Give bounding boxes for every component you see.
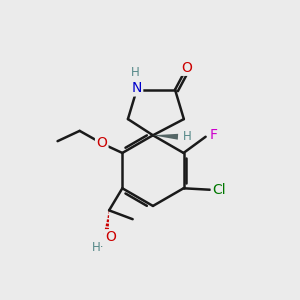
Text: H: H xyxy=(182,130,191,143)
Text: F: F xyxy=(210,128,218,142)
Polygon shape xyxy=(153,134,178,140)
Text: H: H xyxy=(131,66,140,79)
Text: Cl: Cl xyxy=(212,183,226,197)
Text: O: O xyxy=(105,230,116,244)
Text: O: O xyxy=(96,136,107,150)
Text: N: N xyxy=(132,81,142,95)
Text: H·: H· xyxy=(92,241,104,254)
Text: O: O xyxy=(182,61,192,75)
